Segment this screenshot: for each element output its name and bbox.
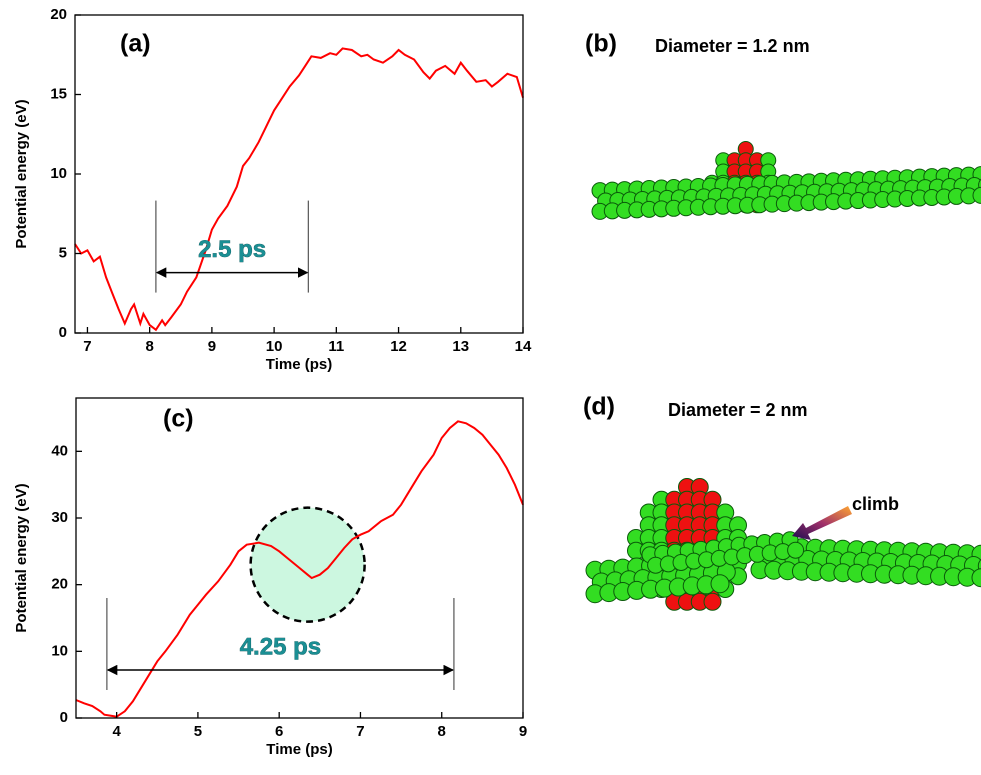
panel-label: (a) xyxy=(120,30,151,58)
arrow-label: climb xyxy=(852,494,899,514)
x-tick-label: 14 xyxy=(515,338,532,355)
span-label: 4.25 ps xyxy=(240,633,321,660)
y-axis-label: Potential energy (eV) xyxy=(13,483,30,632)
x-tick-label: 7 xyxy=(83,338,91,355)
plot-frame xyxy=(74,14,524,334)
atom xyxy=(703,592,722,611)
span-label: 2.5 ps xyxy=(198,236,266,263)
x-tick-label: 4 xyxy=(112,723,121,740)
atom xyxy=(710,574,730,594)
images xyxy=(585,141,981,611)
y-tick-label: 30 xyxy=(51,509,68,526)
caption: Diameter = 1.2 nm xyxy=(655,36,810,56)
y-tick-label: 0 xyxy=(60,709,68,726)
x-tick-label: 11 xyxy=(328,338,344,355)
x-tick-label: 7 xyxy=(356,723,364,740)
x-axis-label: Time (ps) xyxy=(266,356,332,373)
data-line xyxy=(75,420,524,718)
y-tick-label: 40 xyxy=(51,442,68,459)
y-tick-label: 20 xyxy=(50,6,67,23)
x-tick-label: 9 xyxy=(519,723,527,740)
x-tick-label: 8 xyxy=(145,338,153,355)
y-tick-label: 5 xyxy=(59,244,67,261)
y-tick-label: 20 xyxy=(51,576,68,593)
plot-frame xyxy=(75,397,524,719)
climb-arrow xyxy=(792,506,852,540)
x-tick-label: 9 xyxy=(208,338,216,355)
x-axis-label: Time (ps) xyxy=(266,741,332,758)
panel-label: (d) xyxy=(583,393,615,421)
atom xyxy=(787,541,805,559)
y-tick-label: 10 xyxy=(50,165,67,182)
panel-label: (b) xyxy=(585,30,617,58)
highlight-circle xyxy=(249,506,366,623)
x-tick-label: 6 xyxy=(275,723,283,740)
x-tick-label: 10 xyxy=(266,338,283,355)
x-tick-label: 5 xyxy=(194,723,202,740)
data-line xyxy=(74,47,524,332)
y-tick-label: 0 xyxy=(59,324,67,341)
atom xyxy=(971,568,981,588)
x-tick-label: 13 xyxy=(452,338,469,355)
atom xyxy=(972,186,981,204)
y-axis-label: Potential energy (eV) xyxy=(13,99,30,248)
y-tick-label: 15 xyxy=(50,85,67,102)
y-tick-label: 10 xyxy=(51,642,68,659)
panel-label: (c) xyxy=(163,405,194,433)
caption: Diameter = 2 nm xyxy=(668,400,808,420)
x-tick-label: 12 xyxy=(390,338,407,355)
x-tick-label: 8 xyxy=(438,723,446,740)
